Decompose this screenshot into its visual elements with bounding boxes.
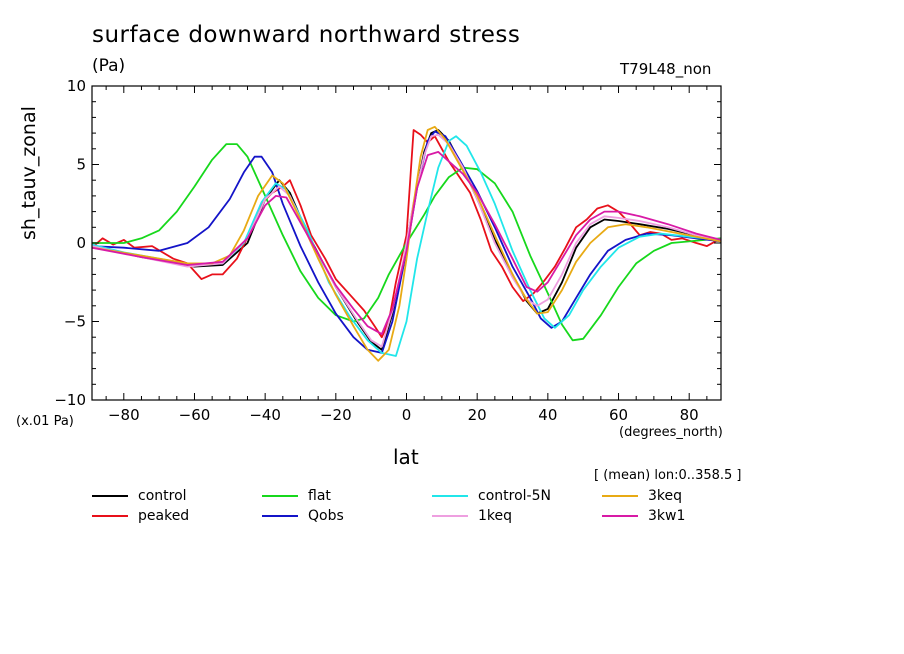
series-line-3kw1 bbox=[91, 151, 722, 335]
legend-label: peaked bbox=[138, 508, 190, 524]
chart-units: (Pa) bbox=[92, 56, 126, 76]
y-scale-note: (x.01 Pa) bbox=[16, 414, 74, 429]
y-tick-label: 10 bbox=[67, 77, 86, 95]
legend-swatch bbox=[432, 515, 468, 517]
legend-item-control-5N: control-5N bbox=[432, 487, 551, 505]
chart-title: surface downward northward stress bbox=[92, 22, 521, 48]
series-line-control-5N bbox=[91, 135, 722, 357]
run-id-label: T79L48_non bbox=[620, 60, 712, 78]
y-tick-label: 5 bbox=[76, 156, 86, 174]
legend-label: control-5N bbox=[478, 488, 551, 504]
x-tick-label: −60 bbox=[179, 406, 211, 424]
series-line-3keq bbox=[91, 125, 722, 362]
x-tick-label: −80 bbox=[108, 406, 140, 424]
legend-swatch bbox=[92, 515, 128, 517]
legend-item-peaked: peaked bbox=[92, 507, 189, 525]
legend-label: Qobs bbox=[308, 508, 344, 524]
legend-item-control: control bbox=[92, 487, 187, 505]
legend-label: flat bbox=[308, 488, 331, 504]
legend-item-Qobs: Qobs bbox=[262, 507, 344, 525]
x-tick-label: 40 bbox=[538, 406, 557, 424]
legend-label: control bbox=[138, 488, 187, 504]
legend-swatch bbox=[602, 515, 638, 517]
legend-swatch bbox=[262, 515, 298, 517]
x-tick-label: −20 bbox=[320, 406, 352, 424]
tick-labels: −80 −60 −40 −20 0 20 40 60 80 −10 −5 0 5 10 bbox=[54, 77, 698, 424]
y-tick-label: −5 bbox=[64, 313, 86, 331]
legend-label: 3keq bbox=[648, 488, 683, 504]
averaging-note: [ (mean) lon:0..358.5 ] bbox=[594, 468, 742, 483]
series-line-1keq bbox=[91, 133, 722, 348]
x-axis-units: (degrees_north) bbox=[619, 425, 723, 440]
series-layer bbox=[91, 125, 722, 362]
x-tick-label: 20 bbox=[468, 406, 487, 424]
legend-item-3keq: 3keq bbox=[602, 487, 682, 505]
legend-item-3kw1: 3kw1 bbox=[602, 507, 685, 525]
x-axis-label: lat bbox=[393, 445, 419, 469]
legend-item-flat: flat bbox=[262, 487, 331, 505]
x-tick-label: 60 bbox=[609, 406, 628, 424]
legend-swatch bbox=[602, 495, 638, 497]
x-tick-label: 0 bbox=[402, 406, 412, 424]
legend-swatch bbox=[432, 495, 468, 497]
legend-label: 1keq bbox=[478, 508, 513, 524]
axis-ticks bbox=[92, 85, 721, 401]
legend-swatch bbox=[262, 495, 298, 497]
legend-label: 3kw1 bbox=[648, 508, 686, 524]
y-tick-label: −10 bbox=[54, 391, 86, 409]
x-tick-label: −40 bbox=[249, 406, 281, 424]
y-tick-label: 0 bbox=[76, 234, 86, 252]
series-line-peaked bbox=[91, 129, 722, 339]
x-tick-label: 80 bbox=[680, 406, 699, 424]
legend-item-1keq: 1keq bbox=[432, 507, 512, 525]
legend-swatch bbox=[92, 495, 128, 497]
